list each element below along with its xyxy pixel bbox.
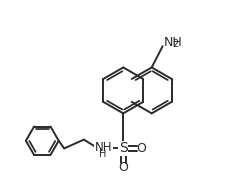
- Text: NH: NH: [164, 36, 183, 49]
- Text: 2: 2: [172, 39, 178, 49]
- Text: O: O: [118, 161, 128, 174]
- Text: H: H: [99, 149, 106, 159]
- Text: S: S: [119, 141, 128, 155]
- Text: NH: NH: [95, 141, 112, 154]
- Text: O: O: [136, 142, 146, 155]
